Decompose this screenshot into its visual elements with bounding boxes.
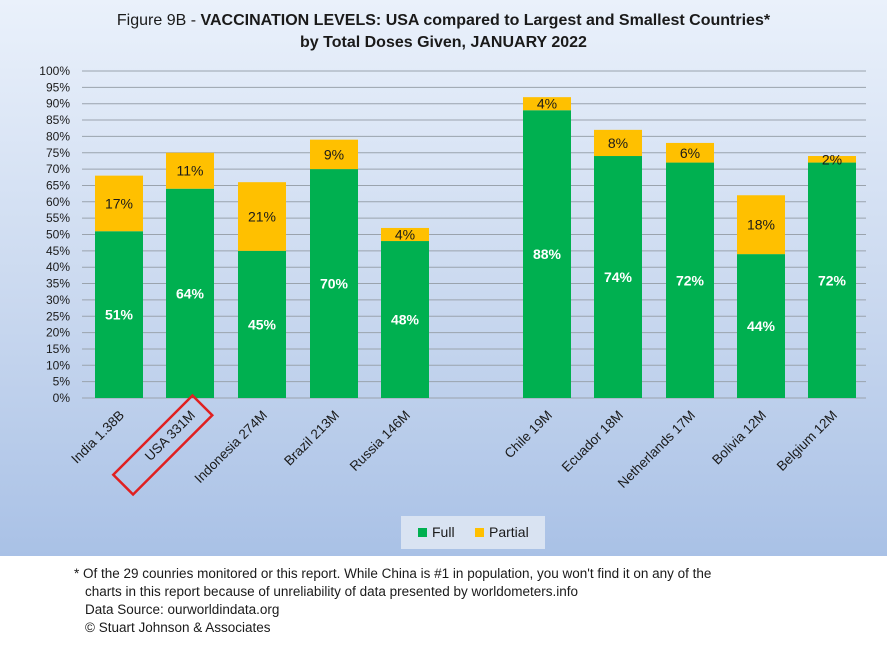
x-category-label: India 1.38B [68,408,127,467]
data-source: Data Source: ourworldindata.org [85,602,280,617]
x-category-label: Belgium 12M [774,408,840,474]
bar-full [594,156,642,398]
data-label-partial: 4% [537,96,557,112]
data-label-full: 45% [248,316,277,332]
y-tick-label: 5% [53,375,71,389]
data-label-full: 88% [533,246,562,262]
bar-full [238,250,286,398]
y-tick-label: 40% [46,260,70,274]
data-label-partial: 21% [248,209,276,225]
x-category-label: Russia 146M [347,408,413,474]
chart-title: Figure 9B - VACCINATION LEVELS: USA comp… [0,12,887,30]
bar-partial [310,139,358,170]
y-tick-label: 100% [39,64,70,78]
data-label-partial: 8% [608,135,628,151]
bar-full [95,231,143,398]
data-label-partial: 4% [395,227,415,243]
chart-subtitle: by Total Doses Given, JANUARY 2022 [300,34,587,51]
y-tick-label: 30% [46,293,70,307]
y-tick-label: 95% [46,80,70,94]
legend-swatch-partial [475,528,484,537]
bar-full [737,254,785,398]
data-label-partial: 11% [177,163,204,179]
footnote: * Of the 29 counries monitored or this r… [74,565,711,637]
data-label-full: 72% [676,272,705,288]
y-tick-label: 85% [46,113,70,127]
bar-full [381,241,429,398]
bar-partial [594,129,642,157]
x-category-label: Brazil 213M [281,408,342,469]
bar-partial [523,97,571,111]
bar-full [523,110,571,399]
legend-label-partial: Partial [489,524,529,540]
y-tick-label: 15% [46,342,70,356]
data-label-full: 48% [391,312,420,328]
bar-partial [238,182,286,251]
data-label-partial: 6% [680,145,700,161]
copyright: © Stuart Johnson & Associates [85,620,271,635]
y-tick-label: 0% [53,391,71,405]
y-tick-label: 75% [46,146,70,160]
y-tick-label: 20% [46,326,70,340]
x-category-label: Netherlands 17M [615,408,698,491]
title-prefix: Figure 9B - [116,12,201,29]
data-label-partial: 18% [747,217,775,233]
y-tick-label: 35% [46,277,70,291]
data-label-full: 51% [105,307,134,323]
highlight-box [111,393,215,497]
x-category-label: Chile 19M [502,408,556,462]
y-tick-label: 70% [46,162,70,176]
y-tick-label: 25% [46,309,70,323]
bar-partial [808,156,856,163]
x-category-label: Bolivia 12M [709,408,769,468]
x-category-label: Indonesia 274M [192,408,271,487]
bar-partial [737,195,785,255]
data-label-full: 44% [747,318,776,334]
data-label-partial: 2% [822,151,842,167]
data-label-full: 64% [176,285,205,301]
bar-partial [166,152,214,189]
footnote-line-2: charts in this report because of unrelia… [85,584,579,599]
data-label-full: 70% [320,276,349,292]
x-category-label: Ecuador 18M [559,408,626,475]
y-tick-label: 45% [46,244,70,258]
legend-label-full: Full [432,524,455,540]
data-label-partial: 9% [324,146,344,162]
x-category-label: USA 331M [142,408,198,464]
y-tick-label: 50% [46,228,70,242]
legend-swatch-full [418,528,427,537]
title-main: VACCINATION LEVELS: USA compared to Larg… [200,12,771,29]
bar-full [808,162,856,398]
y-tick-label: 80% [46,129,70,143]
data-label-full: 72% [818,272,847,288]
y-tick-label: 65% [46,178,70,192]
bar-full [666,162,714,398]
bar-partial [95,175,143,232]
y-tick-label: 55% [46,211,70,225]
chart-svg: 0% 5% 10% 15% 20% 25% 30% 35% 40% 45% 50% 55% 60% 65%… [39,64,866,549]
y-tick-label: 60% [46,195,70,209]
footnote-line-1: * Of the 29 counries monitored or this r… [74,566,712,581]
bar-partial [381,227,429,242]
y-tick-label: 10% [46,358,70,372]
chart-area: Figure 9B - VACCINATION LEVELS: USA comp… [0,0,887,556]
data-label-partial: 17% [105,195,133,211]
bar-full [310,169,358,398]
data-label-full: 74% [604,269,633,285]
y-tick-label: 90% [46,97,70,111]
bar-full [166,188,214,398]
bar-partial [666,142,714,163]
